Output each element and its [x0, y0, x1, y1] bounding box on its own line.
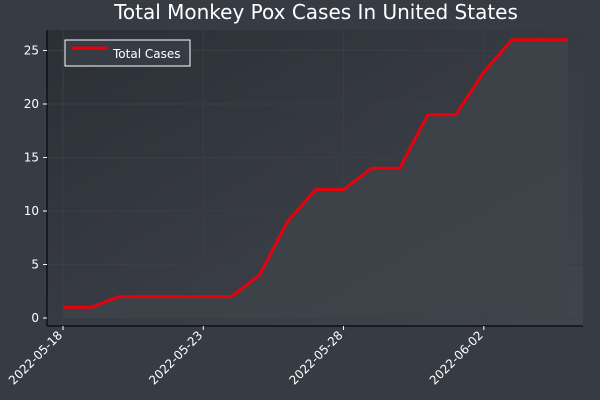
- y-tick-label: 10: [24, 204, 39, 218]
- x-tick-label: 2022-06-02: [427, 328, 486, 387]
- series-line-0: [63, 38, 568, 309]
- y-tick-label: 20: [24, 97, 39, 111]
- y-tick-label: 15: [24, 151, 39, 165]
- y-tick-label: 0: [31, 311, 39, 325]
- x-tick-label: 2022-05-28: [286, 328, 345, 387]
- axes: [46, 30, 583, 327]
- x-tick-label: 2022-05-23: [146, 328, 205, 387]
- y-tick-label: 5: [31, 258, 39, 272]
- chart-title: Total Monkey Pox Cases In United States: [113, 0, 518, 24]
- series-area-0: [63, 39, 568, 319]
- area-fill: [63, 39, 568, 319]
- y-axis-ticks: 0 5 10 15 20 25: [24, 44, 47, 325]
- legend-box: [64, 39, 191, 67]
- x-axis-ticks: 2022-05-18 2022-05-23 2022-05-28 2022-06-02: [6, 326, 486, 387]
- legend-label: Total Cases: [112, 47, 180, 61]
- x-tick-label: 2022-05-18: [6, 328, 65, 387]
- series-lines: [63, 38, 568, 309]
- legend[interactable]: Total Cases: [64, 39, 191, 67]
- y-tick-label: 25: [24, 44, 39, 58]
